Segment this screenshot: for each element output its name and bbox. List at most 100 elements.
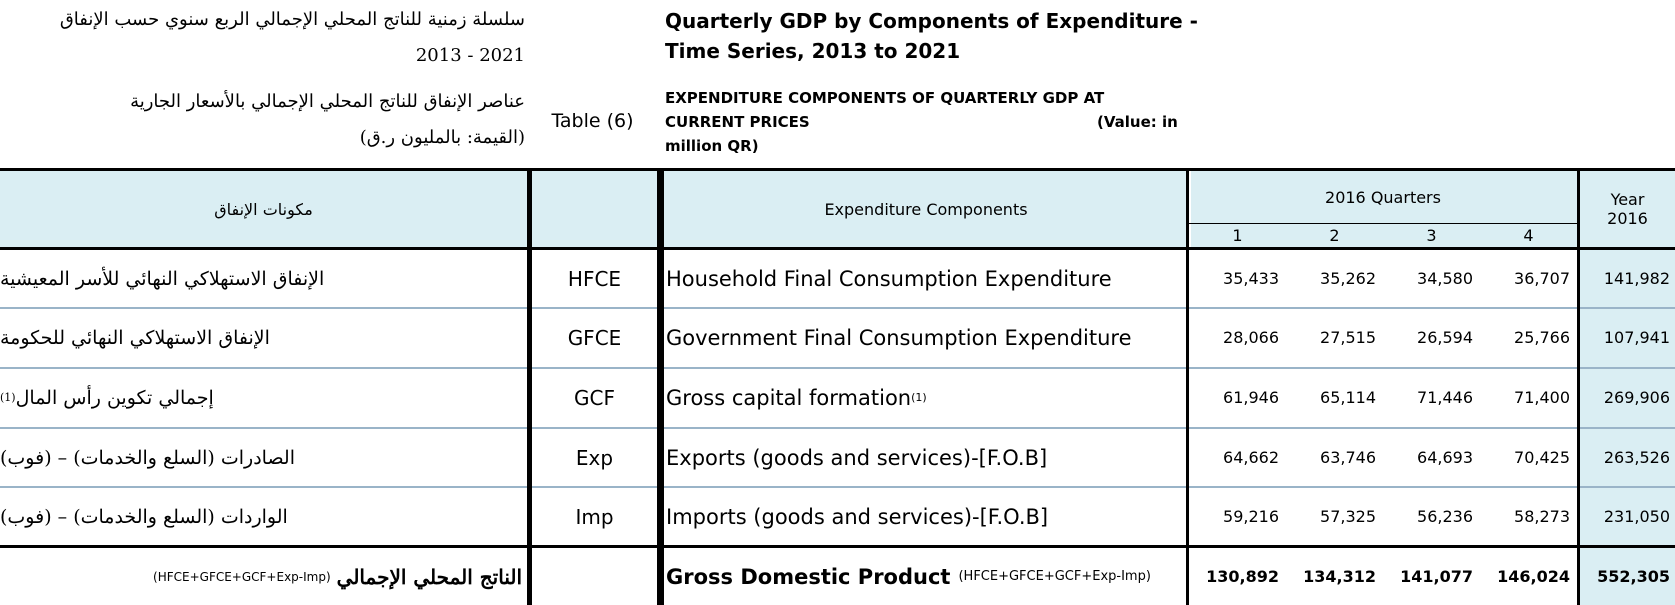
arabic-title-years: 2021 - 2013 [415, 45, 525, 66]
row-english-text: Exports (goods and services)-[F.O.B] [666, 445, 1048, 470]
header-year-label: Year [1610, 190, 1645, 209]
column-divider [1577, 168, 1580, 605]
row-english-label: Government Final Consumption Expenditure [666, 309, 1186, 366]
english-unit-label: (Value: in [1097, 113, 1178, 131]
row-code: GCF [574, 385, 615, 410]
row-q3-value: 64,693 [1417, 448, 1473, 467]
header-quarter-2: 2 [1329, 226, 1340, 245]
row-arabic-text: الإنفاق الاستهلاكي النهائي للحكومة [0, 326, 270, 349]
arabic-unit-label: (القيمة: بالمليون ر.ق) [359, 127, 525, 148]
arabic-title-line1: سلسلة زمنية للناتج المحلي الإجمالي الربع… [59, 9, 525, 30]
table-number-label: Table (6) [551, 110, 634, 132]
total-q1: 130,892 [1206, 567, 1279, 586]
row-arabic-text: الإنفاق الاستهلاكي النهائي للأسر المعيشي… [0, 267, 325, 290]
row-q2-value: 57,325 [1320, 507, 1376, 526]
total-english-name: Gross Domestic Product [666, 564, 951, 589]
row-arabic-label: الصادرات (السلع والخدمات) – (فوب) [0, 429, 520, 486]
arabic-title: سلسلة زمنية للناتج المحلي الإجمالي الربع… [0, 2, 525, 74]
column-divider [657, 168, 664, 605]
english-title-line1: Quarterly GDP by Components of Expenditu… [665, 9, 1198, 33]
row-english-label: Exports (goods and services)-[F.O.B] [666, 429, 1186, 486]
row-q1-value: 35,433 [1223, 269, 1279, 288]
row-year-value: 231,050 [1603, 507, 1670, 526]
row-q4-value: 71,400 [1514, 388, 1570, 407]
header-year: Year 2016 [1580, 171, 1675, 247]
row-english-text: Imports (goods and services)-[F.O.B] [666, 504, 1049, 529]
row-separator [0, 427, 1675, 429]
header-quarter-4: 4 [1523, 226, 1534, 245]
header-quarter-1: 1 [1232, 226, 1243, 245]
row-arabic-label: الإنفاق الاستهلاكي النهائي للأسر المعيشي… [0, 250, 520, 307]
row-q2-value: 63,746 [1320, 448, 1376, 467]
row-q2-value: 35,262 [1320, 269, 1376, 288]
row-year-value: 141,982 [1603, 269, 1670, 288]
header-bg-english [664, 171, 1188, 247]
row-q4-value: 70,425 [1514, 448, 1570, 467]
year-column-bg [1580, 171, 1675, 605]
header-bg-quarters [1191, 171, 1577, 247]
header-bg-code [532, 171, 657, 247]
row-q3-value: 56,236 [1417, 507, 1473, 526]
total-arabic-label: (HFCE+GFCE+GCF+Exp-Imp) الناتج المحلي ال… [0, 548, 522, 605]
row-q4-value: 58,273 [1514, 507, 1570, 526]
row-arabic-text: الواردات (السلع والخدمات) – (فوب) [0, 505, 288, 528]
total-q3: 141,077 [1400, 567, 1473, 586]
row-q1-value: 64,662 [1223, 448, 1279, 467]
row-english-label: Imports (goods and services)-[F.O.B] [666, 488, 1186, 545]
total-english-label: Gross Domestic Product (HFCE+GFCE+GCF+Ex… [666, 548, 1186, 605]
quarter-subheader-line [1188, 223, 1580, 224]
total-q2: 134,312 [1303, 567, 1376, 586]
english-subtitle-line2: CURRENT PRICES [665, 113, 810, 131]
english-title: Quarterly GDP by Components of Expenditu… [665, 6, 1225, 66]
row-english-text: Household Final Consumption Expenditure [666, 266, 1112, 291]
row-separator [0, 367, 1675, 369]
row-year-value: 107,941 [1603, 328, 1670, 347]
total-arabic-formula: (HFCE+GFCE+GCF+Exp-Imp) [153, 569, 331, 584]
column-divider [527, 168, 532, 605]
row-q2-value: 27,515 [1320, 328, 1376, 347]
row-english-text: Government Final Consumption Expenditure [666, 325, 1132, 350]
row-arabic-label: الإنفاق الاستهلاكي النهائي للحكومة [0, 309, 520, 366]
row-arabic-label: الواردات (السلع والخدمات) – (فوب) [0, 488, 520, 545]
header-english-components: Expenditure Components [824, 199, 1028, 219]
row-q1-value: 61,946 [1223, 388, 1279, 407]
row-arabic-text: الصادرات (السلع والخدمات) – (فوب) [0, 446, 295, 469]
row-q2-value: 65,114 [1320, 388, 1376, 407]
total-arabic-name: الناتج المحلي الإجمالي [336, 564, 522, 589]
row-q4-value: 25,766 [1514, 328, 1570, 347]
header-quarter-3: 3 [1426, 226, 1437, 245]
arabic-subtitle: عناصر الإنفاق للناتج المحلي الإجمالي بال… [0, 84, 525, 156]
row-code: HFCE [567, 266, 622, 291]
row-q1-value: 28,066 [1223, 328, 1279, 347]
total-top-border [0, 545, 1675, 548]
row-code: GFCE [567, 325, 622, 350]
row-year-value: 263,526 [1603, 448, 1670, 467]
row-q1-value: 59,216 [1223, 507, 1279, 526]
header-quarters-group: 2016 Quarters [1325, 187, 1441, 207]
row-english-label: Gross capital formation (1) [666, 369, 1186, 426]
total-english-formula: (HFCE+GFCE+GCF+Exp-Imp) [958, 569, 1151, 584]
header-arabic-components: مكونات الإنفاق [214, 199, 313, 219]
total-year: 552,305 [1597, 567, 1670, 586]
header-bottom-border [0, 247, 1675, 250]
row-q3-value: 71,446 [1417, 388, 1473, 407]
row-q3-value: 26,594 [1417, 328, 1473, 347]
english-title-line2: Time Series, 2013 to 2021 [665, 39, 961, 63]
row-q3-value: 34,580 [1417, 269, 1473, 288]
row-q4-value: 36,707 [1514, 269, 1570, 288]
row-code: Exp [575, 445, 614, 470]
row-arabic-footnote: (1) [0, 391, 16, 404]
column-divider [1186, 168, 1189, 605]
row-english-label: Household Final Consumption Expenditure [666, 250, 1186, 307]
row-year-value: 269,906 [1603, 388, 1670, 407]
row-separator [0, 307, 1675, 309]
row-english-text: Gross capital formation [666, 385, 912, 410]
row-arabic-text: إجمالي تكوين رأس المال [15, 386, 214, 409]
row-separator [0, 486, 1675, 488]
row-arabic-label: إجمالي تكوين رأس المال (1) [0, 369, 520, 426]
english-subtitle-line3: million QR) [665, 137, 759, 155]
total-q4: 146,024 [1497, 567, 1570, 586]
header-year-value: 2016 [1607, 209, 1648, 228]
english-subtitle: EXPENDITURE COMPONENTS OF QUARTERLY GDP … [665, 86, 1185, 158]
row-english-footnote: (1) [911, 391, 927, 404]
